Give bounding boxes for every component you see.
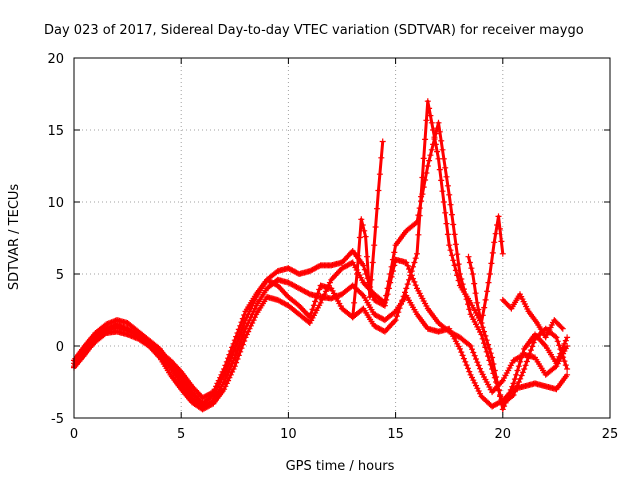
y-tick-label: -5 — [51, 412, 64, 427]
series-line — [351, 141, 385, 318]
y-tick-label: 10 — [47, 196, 64, 211]
y-tick-label: 5 — [56, 268, 64, 283]
x-tick-label: 10 — [280, 427, 297, 442]
x-tick-label: 20 — [495, 427, 512, 442]
data-marks — [71, 98, 571, 413]
series-markers — [499, 291, 566, 341]
series-track-4 — [71, 98, 571, 413]
y-tick-label: 15 — [47, 124, 64, 139]
series-track-6 — [465, 213, 506, 326]
series-track-5 — [349, 138, 386, 321]
x-tick-label: 5 — [177, 427, 185, 442]
x-axis-label: GPS time / hours — [286, 459, 395, 474]
y-tick-label: 20 — [47, 52, 64, 67]
y-axis-label: SDTVAR / TECUs — [7, 184, 22, 291]
axis-ticks: 0 5 10 15 20 25 -5 0 5 10 15 20 — [47, 52, 618, 442]
plot-frame — [73, 57, 611, 419]
series-markers — [349, 138, 386, 321]
y-tick-label: 0 — [56, 340, 64, 355]
chart-title: Day 023 of 2017, Sidereal Day-to-day VTE… — [44, 23, 584, 38]
series-track-2 — [71, 248, 571, 407]
series-markers — [465, 213, 506, 326]
series-track-7 — [499, 291, 566, 341]
x-tick-label: 0 — [70, 427, 78, 442]
grid-lines — [74, 58, 610, 418]
x-tick-label: 25 — [602, 427, 619, 442]
x-tick-label: 15 — [387, 427, 404, 442]
